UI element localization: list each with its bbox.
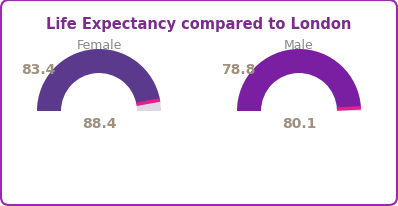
Text: Male: Male <box>284 39 314 52</box>
Wedge shape <box>237 50 361 111</box>
Wedge shape <box>37 50 160 111</box>
Text: Life Expectancy compared to London: Life Expectancy compared to London <box>46 17 352 32</box>
Text: 80.1: 80.1 <box>282 116 316 130</box>
Text: 83.4: 83.4 <box>21 63 56 77</box>
Text: 88.4: 88.4 <box>82 116 116 130</box>
Wedge shape <box>37 50 161 111</box>
Text: Female: Female <box>76 39 122 52</box>
Text: 78.8: 78.8 <box>221 63 256 77</box>
Wedge shape <box>237 50 361 111</box>
